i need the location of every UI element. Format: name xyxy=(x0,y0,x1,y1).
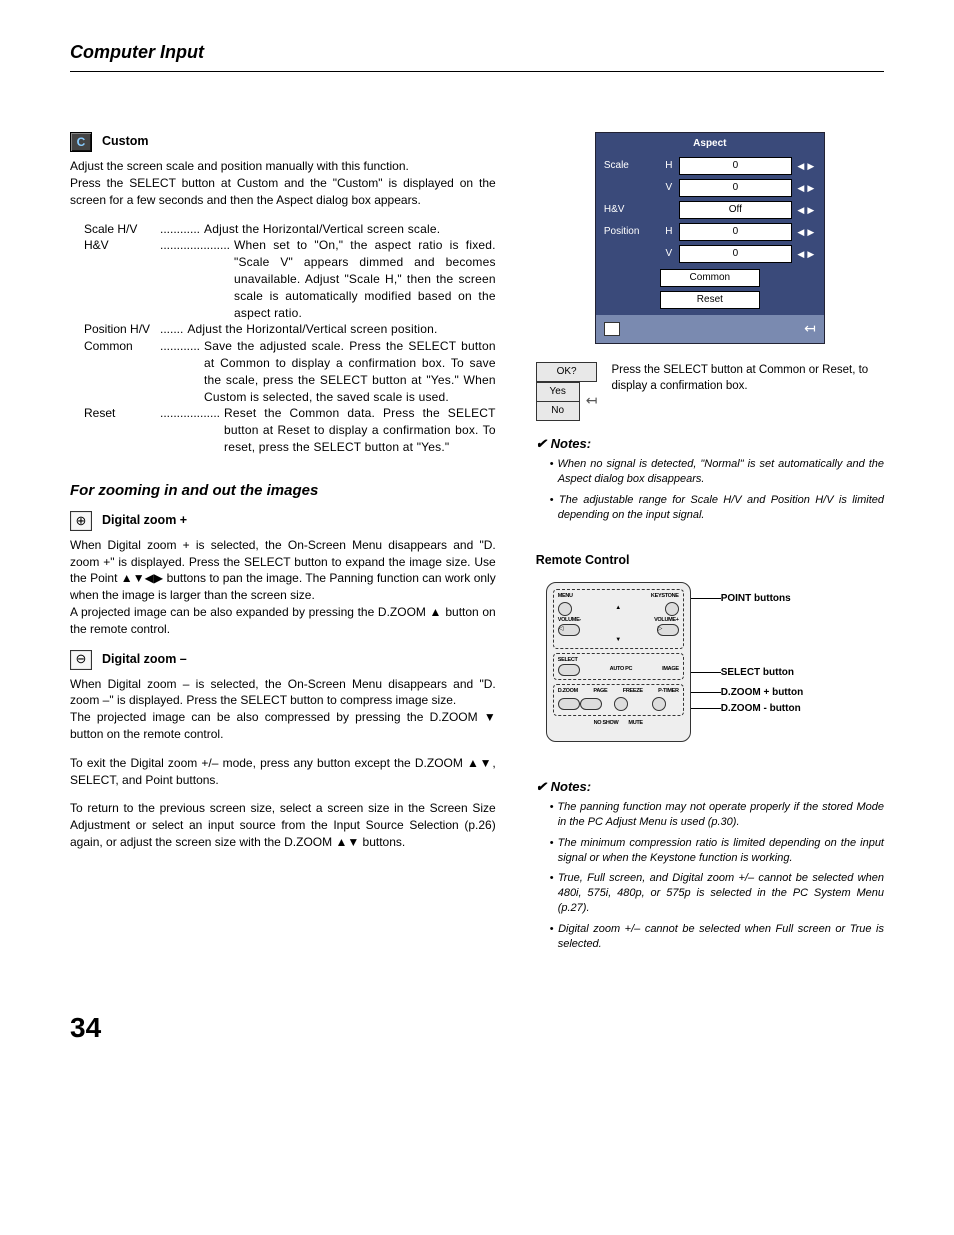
arrow-right-icon[interactable]: ▶ xyxy=(806,248,816,260)
zoom-plus-heading-row: ⊕ Digital zoom + xyxy=(70,511,496,531)
callout-dzoom-plus: D.ZOOM + button xyxy=(691,686,804,700)
aspect-value[interactable]: 0 xyxy=(679,179,792,197)
aspect-dialog: Aspect ScaleH0◀▶ V0◀▶ H&VOff◀▶ PositionH… xyxy=(595,132,825,344)
notes-list-1: When no signal is detected, "Normal" is … xyxy=(536,457,884,522)
left-column: C Custom Adjust the screen scale and pos… xyxy=(70,132,496,957)
aspect-value[interactable]: 0 xyxy=(679,157,792,175)
ptimer-button[interactable] xyxy=(652,697,666,711)
arrow-left-icon[interactable]: ◀ xyxy=(796,248,806,260)
arrow-right-icon[interactable]: ▶ xyxy=(806,160,816,172)
right-column: Aspect ScaleH0◀▶ V0◀▶ H&VOff◀▶ PositionH… xyxy=(536,132,884,957)
callout-point: POINT buttons xyxy=(691,592,791,606)
def-term: Position H/V xyxy=(70,321,160,338)
def-desc: Save the adjusted scale. Press the SELEC… xyxy=(200,338,496,405)
aspect-value[interactable]: Off xyxy=(679,201,792,219)
zoom-plus-heading: Digital zoom + xyxy=(102,512,187,530)
arrow-right-icon[interactable]: ▶ xyxy=(806,204,816,216)
note-item: The minimum compression ratio is limited… xyxy=(550,836,884,866)
zoom-plus-text: When Digital zoom + is selected, the On-… xyxy=(70,537,496,638)
note-item: When no signal is detected, "Normal" is … xyxy=(550,457,884,487)
aspect-value[interactable]: 0 xyxy=(679,223,792,241)
zoom-exit-text: To exit the Digital zoom +/– mode, press… xyxy=(70,755,496,789)
arrow-left-icon[interactable]: ◀ xyxy=(796,226,806,238)
notes-list-2: The panning function may not operate pro… xyxy=(536,800,884,952)
callout-dzoom-minus: D.ZOOM - button xyxy=(691,702,801,716)
def-desc: Reset the Common data. Press the SELECT … xyxy=(220,405,496,455)
note-item: The adjustable range for Scale H/V and P… xyxy=(550,493,884,523)
quit-icon[interactable]: ◧ xyxy=(604,322,620,336)
confirm-box: OK? xyxy=(536,362,598,382)
confirm-group: OK? Yes No ↤ Press the SELECT button at … xyxy=(536,362,884,421)
def-term: Scale H/V xyxy=(70,221,160,238)
remote-body: MENUKEYSTONE ▲ VOLUME-VOLUME+ ◁▷ ▼ SELEC… xyxy=(546,582,691,742)
def-desc: Adjust the Horizontal/Vertical screen po… xyxy=(183,321,495,338)
page-title: Computer Input xyxy=(70,42,204,62)
arrow-left-icon[interactable]: ◀ xyxy=(796,182,806,194)
arrow-left-icon[interactable]: ◀ xyxy=(796,204,806,216)
confirm-no[interactable]: No xyxy=(537,402,579,420)
zoom-section-heading: For zooming in and out the images xyxy=(70,480,496,501)
common-button[interactable]: Common xyxy=(660,269,760,287)
callout-select: SELECT button xyxy=(691,666,794,680)
def-desc: When set to "On," the aspect ratio is fi… xyxy=(230,237,496,321)
confirm-ok: OK? xyxy=(537,363,597,381)
zoom-minus-icon: ⊖ xyxy=(70,650,92,670)
vol-plus-button[interactable]: ▷ xyxy=(657,624,679,636)
confirm-text: Press the SELECT button at Common or Res… xyxy=(611,362,884,394)
custom-heading-row: C Custom xyxy=(70,132,496,152)
definition-list: Scale H/V............Adjust the Horizont… xyxy=(70,221,496,456)
keystone-button[interactable] xyxy=(665,602,679,616)
freeze-button[interactable] xyxy=(614,697,628,711)
zoom-minus-heading-row: ⊖ Digital zoom – xyxy=(70,650,496,670)
zoom-return-text: To return to the previous screen size, s… xyxy=(70,800,496,850)
page-button[interactable] xyxy=(580,698,602,710)
menu-button[interactable] xyxy=(558,602,572,616)
reset-button[interactable]: Reset xyxy=(660,291,760,309)
aspect-row: H&VOff◀▶ xyxy=(596,199,824,221)
confirm-yes[interactable]: Yes xyxy=(537,383,579,402)
aspect-title: Aspect xyxy=(596,133,824,155)
aspect-row: ScaleH0◀▶ xyxy=(596,155,824,177)
select-button[interactable] xyxy=(558,664,580,676)
back-arrow-icon[interactable]: ↤ xyxy=(804,319,816,339)
note-item: The panning function may not operate pro… xyxy=(550,800,884,830)
arrow-right-icon[interactable]: ▶ xyxy=(806,182,816,194)
def-term: Reset xyxy=(70,405,160,455)
remote-diagram: MENUKEYSTONE ▲ VOLUME-VOLUME+ ◁▷ ▼ SELEC… xyxy=(536,578,826,748)
notes-heading-1: ✔Notes: xyxy=(536,435,884,453)
zoom-plus-icon: ⊕ xyxy=(70,511,92,531)
dzoom-button[interactable] xyxy=(558,698,580,710)
arrow-right-icon[interactable]: ▶ xyxy=(806,226,816,238)
confirm-options: Yes No xyxy=(536,382,580,421)
def-term: Common xyxy=(70,338,160,405)
check-icon: ✔ xyxy=(536,778,547,796)
page-header: Computer Input xyxy=(70,40,884,72)
aspect-footer: ◧ ↤ xyxy=(596,315,824,343)
check-icon: ✔ xyxy=(536,435,547,453)
remote-heading: Remote Control xyxy=(536,552,884,570)
zoom-minus-text: When Digital zoom – is selected, the On-… xyxy=(70,676,496,743)
custom-icon: C xyxy=(70,132,92,152)
custom-intro: Adjust the screen scale and position man… xyxy=(70,158,496,208)
zoom-minus-heading: Digital zoom – xyxy=(102,651,187,669)
def-term: H&V xyxy=(70,237,160,321)
page-number: 34 xyxy=(70,1008,884,1047)
aspect-row: PositionH0◀▶ xyxy=(596,221,824,243)
aspect-value[interactable]: 0 xyxy=(679,245,792,263)
arrow-left-icon[interactable]: ◀ xyxy=(796,160,806,172)
vol-minus-button[interactable]: ◁ xyxy=(558,624,580,636)
aspect-row: V0◀▶ xyxy=(596,177,824,199)
note-item: Digital zoom +/– cannot be selected when… xyxy=(550,922,884,952)
def-desc: Adjust the Horizontal/Vertical screen sc… xyxy=(200,221,496,238)
confirm-arrow-icon: ↤ xyxy=(580,391,598,411)
note-item: True, Full screen, and Digital zoom +/– … xyxy=(550,871,884,916)
notes-heading-2: ✔Notes: xyxy=(536,778,884,796)
custom-heading: Custom xyxy=(102,133,149,151)
aspect-row: V0◀▶ xyxy=(596,243,824,265)
confirm-box-wrap: OK? Yes No ↤ xyxy=(536,362,598,421)
